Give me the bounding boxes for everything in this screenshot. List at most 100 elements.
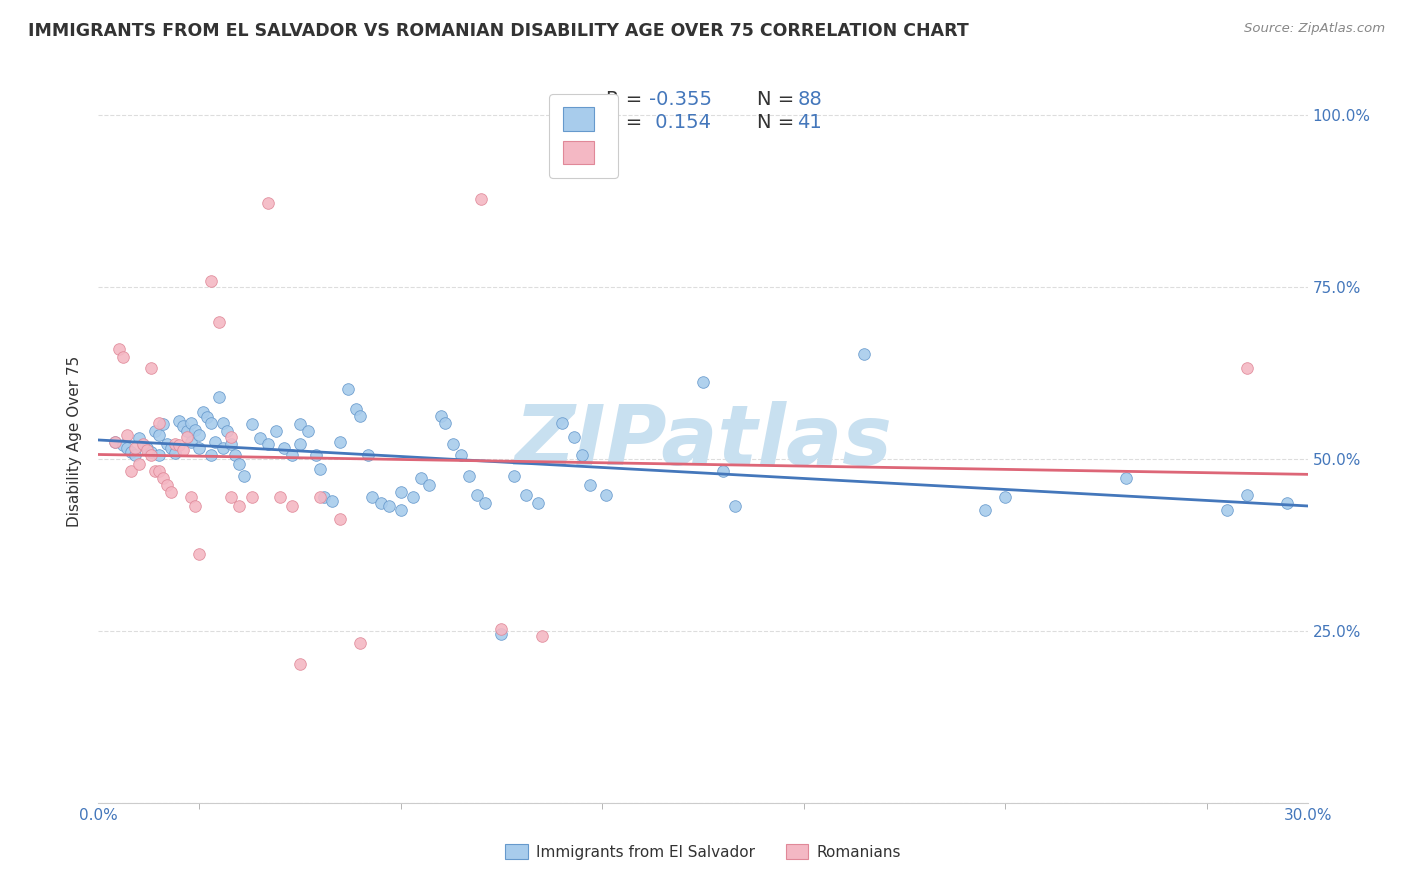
Point [349, 636, 371, 650]
Point [156, 436, 179, 450]
Point [389, 484, 412, 499]
Point [180, 416, 202, 430]
Point [502, 469, 524, 483]
Point [418, 478, 440, 492]
Point [1216, 503, 1239, 517]
Point [551, 416, 574, 430]
Point [221, 490, 243, 504]
Point [441, 436, 464, 450]
Point [176, 424, 198, 438]
Point [160, 484, 183, 499]
Point [377, 499, 399, 513]
Point [135, 442, 157, 456]
Point [1236, 360, 1258, 375]
Point [124, 442, 146, 456]
Point [115, 427, 138, 442]
Point [120, 445, 142, 459]
Point [474, 496, 496, 510]
Point [357, 448, 380, 462]
Point [184, 423, 207, 437]
Point [389, 503, 412, 517]
Point [249, 431, 271, 445]
Text: IMMIGRANTS FROM EL SALVADOR VS ROMANIAN DISABILITY AGE OVER 75 CORRELATION CHART: IMMIGRANTS FROM EL SALVADOR VS ROMANIAN … [28, 22, 969, 40]
Point [103, 434, 125, 449]
Point [212, 442, 235, 456]
Point [491, 623, 513, 637]
Point [208, 390, 231, 404]
Point [1115, 471, 1137, 485]
Point [349, 409, 371, 423]
Point [974, 503, 997, 517]
Point [434, 416, 457, 430]
Point [458, 469, 481, 483]
Point [148, 416, 170, 430]
Point [515, 487, 537, 501]
Text: 0.154: 0.154 [648, 112, 710, 132]
Text: R =: R = [606, 89, 648, 109]
Point [711, 464, 734, 478]
Point [111, 438, 134, 452]
Point [107, 342, 129, 356]
Point [281, 448, 304, 462]
Point [526, 496, 548, 510]
Text: N =: N = [758, 112, 801, 132]
Point [217, 424, 239, 438]
Point [212, 416, 235, 430]
Point [128, 457, 150, 471]
Point [139, 360, 162, 375]
Point [156, 478, 179, 492]
Point [143, 424, 166, 438]
Point [344, 402, 367, 417]
Point [224, 448, 246, 462]
Point [409, 471, 432, 485]
Point [1236, 487, 1258, 501]
Y-axis label: Disability Age Over 75: Disability Age Over 75 [67, 356, 83, 527]
Point [571, 448, 593, 462]
Text: R =: R = [606, 112, 648, 132]
Point [264, 424, 287, 438]
Point [188, 442, 211, 456]
Point [148, 464, 170, 478]
Point [152, 471, 174, 485]
Point [139, 448, 162, 462]
Point [240, 490, 263, 504]
Point [579, 478, 602, 492]
Point [256, 436, 278, 450]
Point [103, 434, 125, 449]
Point [321, 494, 343, 508]
Point [273, 442, 295, 456]
Legend: Immigrants from El Salvador, Romanians: Immigrants from El Salvador, Romanians [498, 836, 908, 867]
Point [152, 417, 174, 432]
Text: ZIPatlas: ZIPatlas [515, 401, 891, 482]
Text: 88: 88 [797, 89, 823, 109]
Point [200, 416, 222, 430]
Text: 41: 41 [797, 112, 823, 132]
Point [337, 382, 360, 396]
Point [139, 445, 162, 459]
Point [200, 274, 222, 288]
Point [115, 442, 138, 456]
Point [724, 499, 747, 513]
Point [402, 490, 425, 504]
Point [297, 424, 319, 438]
Point [200, 448, 222, 462]
Point [160, 442, 183, 456]
Point [193, 405, 215, 419]
Point [281, 499, 304, 513]
Point [124, 448, 146, 462]
Point [228, 499, 250, 513]
Point [184, 499, 207, 513]
Point [288, 657, 311, 671]
Point [188, 427, 211, 442]
Point [228, 457, 250, 471]
Point [132, 438, 155, 452]
Point [221, 436, 243, 450]
Point [491, 627, 513, 641]
Point [163, 446, 186, 460]
Point [148, 448, 170, 462]
Point [305, 448, 328, 462]
Point [180, 490, 202, 504]
Point [329, 512, 352, 526]
Point [309, 490, 332, 504]
Point [692, 375, 714, 389]
